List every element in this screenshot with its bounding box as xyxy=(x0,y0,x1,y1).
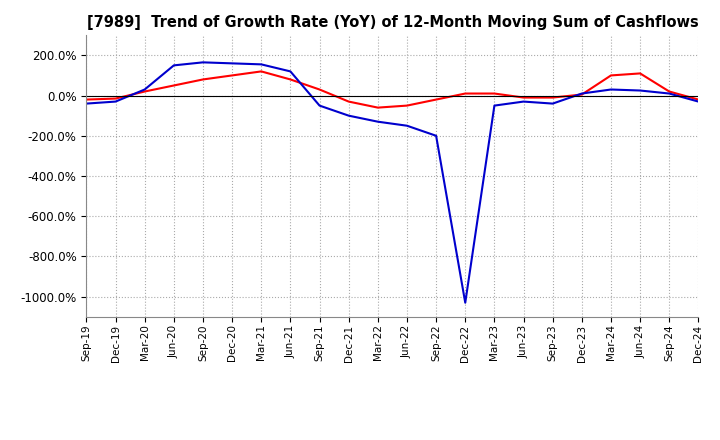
Line: Operating Cashflow: Operating Cashflow xyxy=(86,71,698,108)
Free Cashflow xyxy=(461,300,469,305)
Operating Cashflow xyxy=(315,87,324,92)
Operating Cashflow xyxy=(402,103,411,108)
Operating Cashflow xyxy=(636,71,644,76)
Operating Cashflow xyxy=(549,95,557,100)
Free Cashflow xyxy=(111,99,120,104)
Free Cashflow xyxy=(402,123,411,128)
Free Cashflow xyxy=(636,88,644,93)
Operating Cashflow xyxy=(82,97,91,102)
Free Cashflow xyxy=(577,91,586,96)
Free Cashflow xyxy=(286,69,294,74)
Operating Cashflow xyxy=(111,96,120,101)
Operating Cashflow xyxy=(140,89,149,94)
Free Cashflow xyxy=(82,101,91,106)
Free Cashflow xyxy=(169,63,178,68)
Operating Cashflow xyxy=(228,73,236,78)
Operating Cashflow xyxy=(257,69,266,74)
Line: Free Cashflow: Free Cashflow xyxy=(86,62,698,303)
Free Cashflow xyxy=(432,133,441,139)
Operating Cashflow xyxy=(169,83,178,88)
Free Cashflow xyxy=(519,99,528,104)
Operating Cashflow xyxy=(577,92,586,97)
Operating Cashflow xyxy=(432,97,441,102)
Operating Cashflow xyxy=(286,77,294,82)
Operating Cashflow xyxy=(519,95,528,100)
Operating Cashflow xyxy=(344,99,353,104)
Operating Cashflow xyxy=(461,91,469,96)
Free Cashflow xyxy=(257,62,266,67)
Operating Cashflow xyxy=(374,105,382,110)
Free Cashflow xyxy=(315,103,324,108)
Free Cashflow xyxy=(549,101,557,106)
Free Cashflow xyxy=(140,87,149,92)
Title: [7989]  Trend of Growth Rate (YoY) of 12-Month Moving Sum of Cashflows: [7989] Trend of Growth Rate (YoY) of 12-… xyxy=(86,15,698,30)
Free Cashflow xyxy=(694,99,703,104)
Free Cashflow xyxy=(228,61,236,66)
Operating Cashflow xyxy=(607,73,616,78)
Operating Cashflow xyxy=(490,91,499,96)
Operating Cashflow xyxy=(199,77,207,82)
Free Cashflow xyxy=(490,103,499,108)
Free Cashflow xyxy=(199,60,207,65)
Operating Cashflow xyxy=(665,89,674,94)
Free Cashflow xyxy=(665,91,674,96)
Operating Cashflow xyxy=(694,97,703,102)
Free Cashflow xyxy=(344,113,353,118)
Free Cashflow xyxy=(374,119,382,125)
Free Cashflow xyxy=(607,87,616,92)
